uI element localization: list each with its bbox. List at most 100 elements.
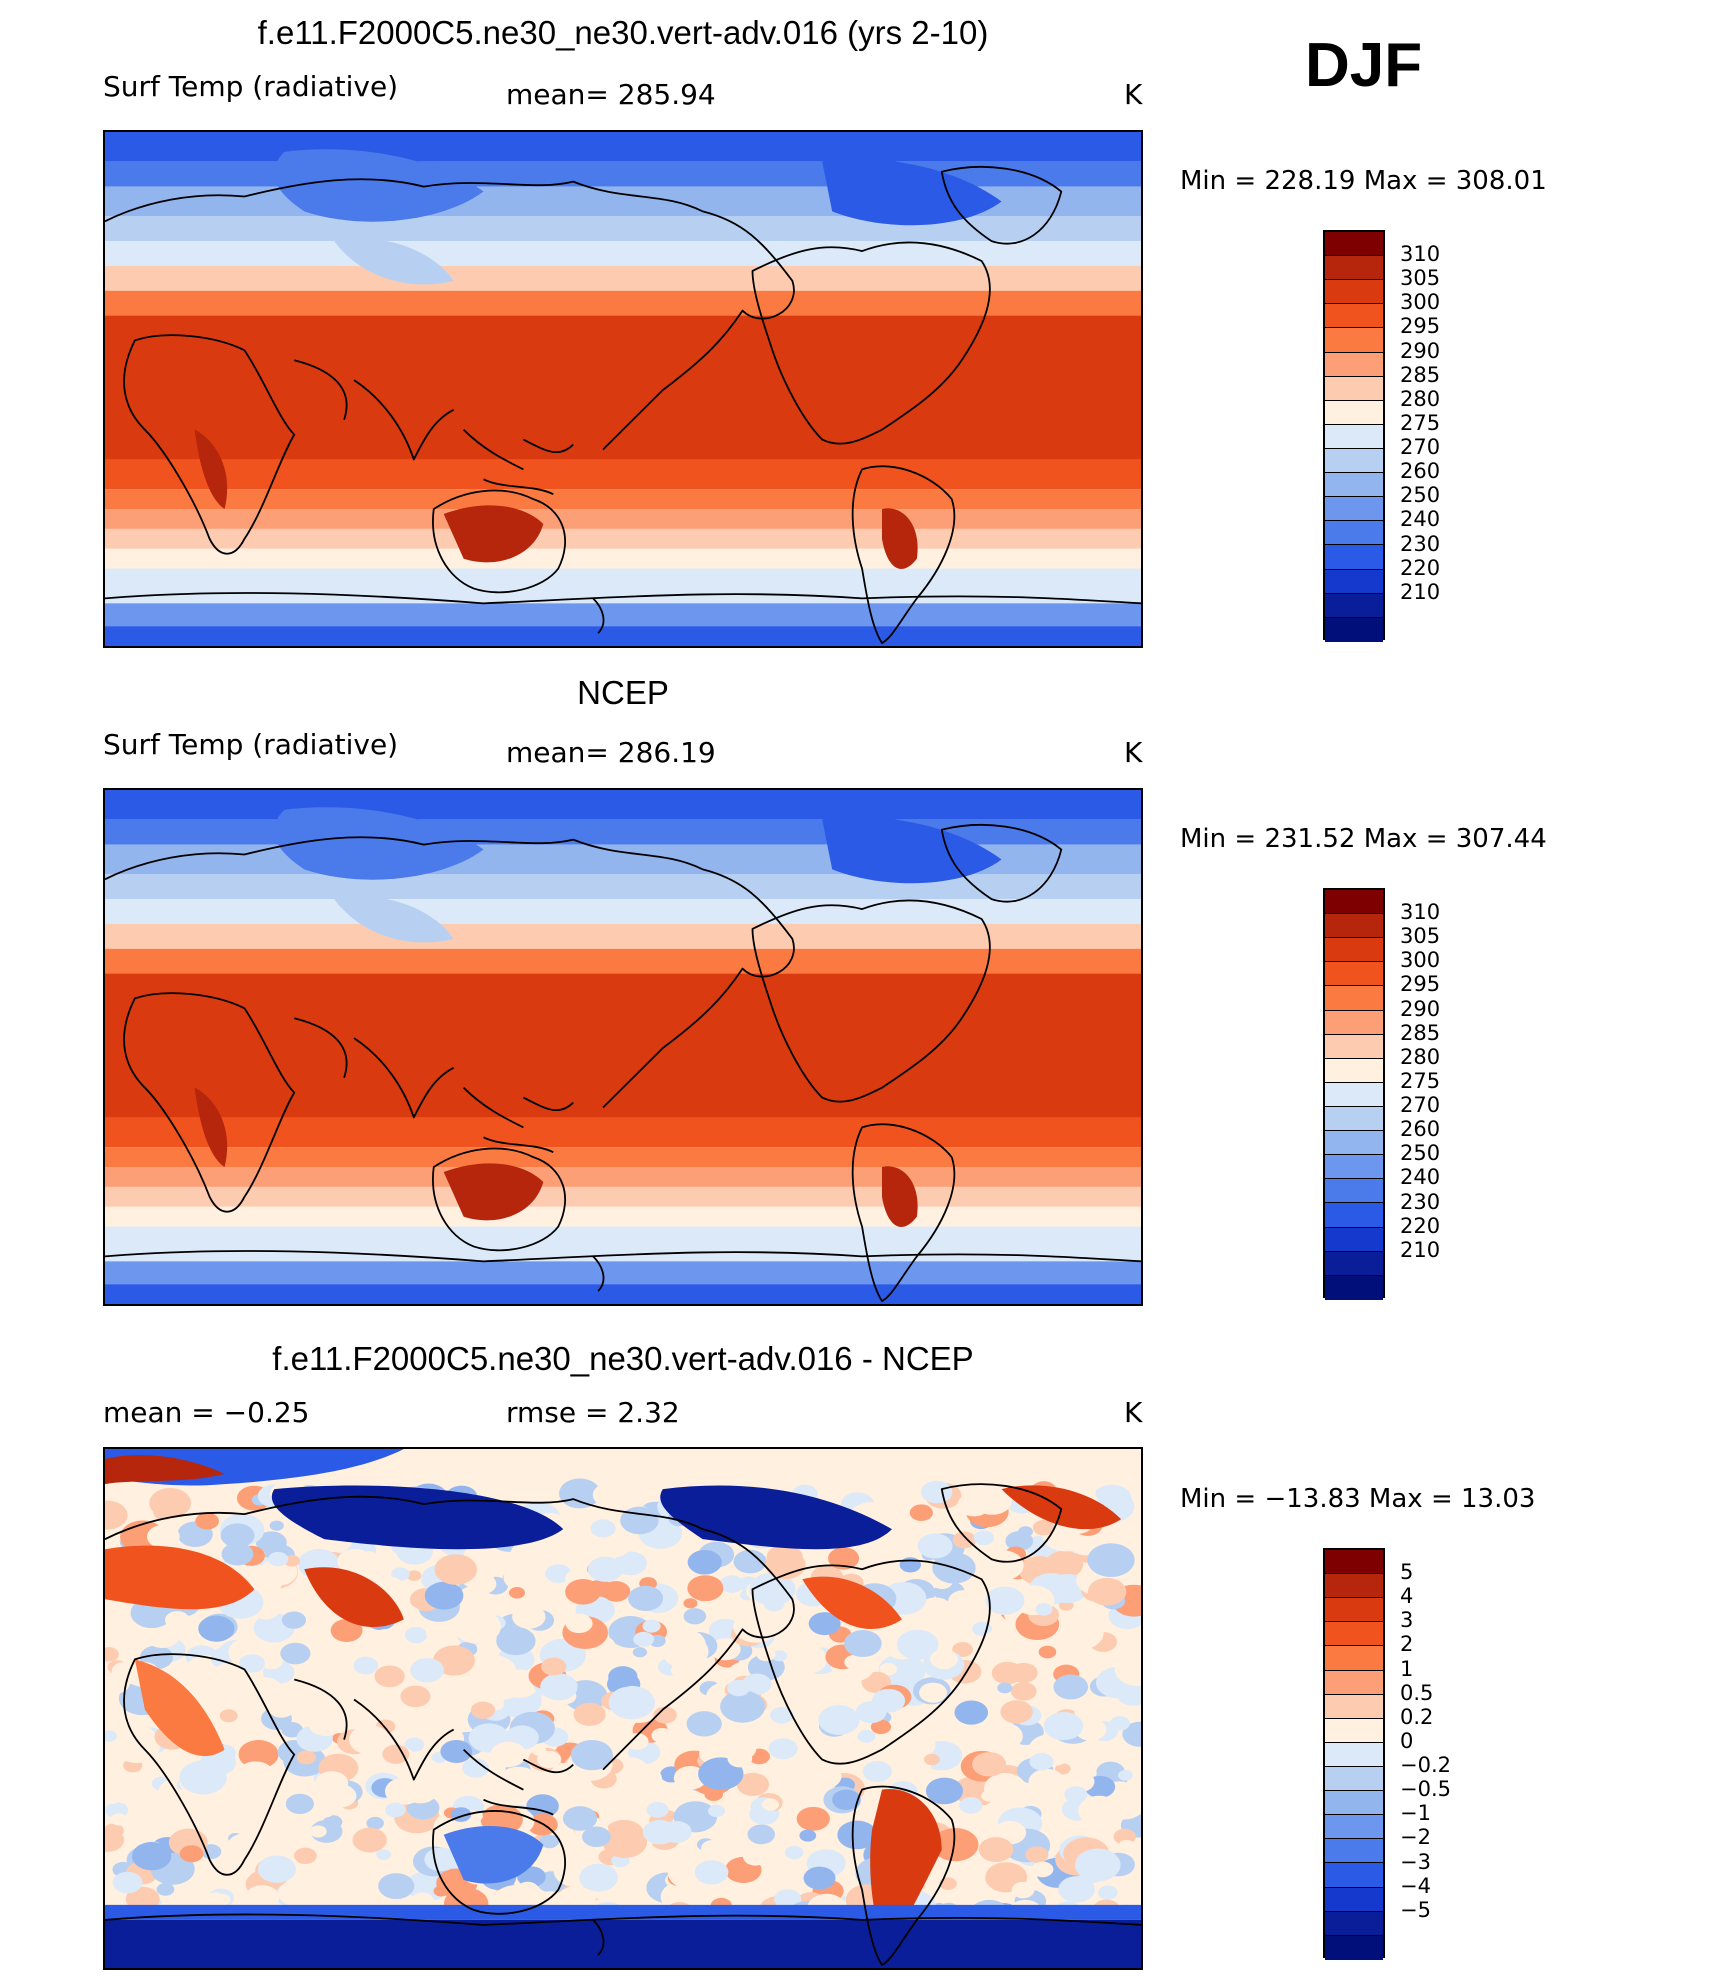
contour-blob (686, 1711, 722, 1737)
contour-blob (1053, 1674, 1089, 1700)
contour-blob (592, 1482, 627, 1508)
map-diff-svg (105, 1449, 1141, 1968)
contour-blob (1031, 1861, 1054, 1878)
colorbar-label: 5 (1400, 1560, 1414, 1585)
contour-blob (917, 1533, 953, 1559)
contour-band (105, 1904, 1141, 1920)
contour-blob (105, 1823, 124, 1838)
contour-blob (855, 1701, 887, 1724)
contour-blob (663, 1628, 706, 1660)
colorbar-swatch (1325, 473, 1383, 498)
contour-blob (105, 1786, 124, 1805)
contour-blob (313, 1852, 356, 1884)
panel-mean-label-model: mean= 285.94 (506, 78, 716, 111)
contour-blob (111, 1662, 137, 1680)
contour-blob (981, 1790, 998, 1802)
contour-blob (410, 1658, 445, 1683)
contour-blob (378, 1873, 415, 1900)
colorbar-swatch (1325, 1275, 1383, 1300)
contour-blob (743, 1847, 768, 1866)
contour-blob (898, 1753, 932, 1778)
contour-blob (146, 1524, 180, 1549)
contour-blob (315, 1771, 349, 1795)
contour-blob (774, 1889, 802, 1909)
contour-band (105, 1261, 1141, 1285)
contour-blob (177, 1806, 206, 1827)
contour-blob (179, 1760, 227, 1795)
contour-blob (540, 1673, 578, 1701)
contour-blob (727, 1679, 751, 1697)
colorbar-label: 0.5 (1400, 1680, 1434, 1705)
contour-blob (353, 1656, 379, 1675)
colorbar-swatch (1325, 1839, 1383, 1864)
contour-blob (1118, 1839, 1136, 1852)
contour-blob (400, 1685, 431, 1708)
colorbar-label: 220 (1400, 555, 1441, 580)
contour-blob (214, 1893, 231, 1906)
contour-blob (692, 1887, 709, 1899)
contour-blob (1079, 1649, 1095, 1661)
contour-band (105, 1226, 1141, 1262)
contour-blob (978, 1837, 1014, 1863)
colorbar-swatch (1325, 1791, 1383, 1816)
contour-blob (720, 1690, 766, 1723)
contour-blob (1035, 1603, 1053, 1616)
colorbar-swatch (1325, 617, 1383, 642)
contour-blob (924, 1753, 940, 1766)
contour-blob (661, 1820, 692, 1843)
colorbar-swatch (1325, 986, 1383, 1011)
colorbar-swatch (1325, 400, 1383, 425)
contour-blob (1114, 1652, 1141, 1687)
contour-blob (1009, 1662, 1038, 1683)
contour-blob (1033, 1659, 1059, 1678)
contour-blob (510, 1540, 547, 1567)
panel-title-obs: NCEP (577, 674, 669, 711)
colorbar-swatch (1325, 1082, 1383, 1107)
contour-blob (434, 1554, 477, 1585)
contour-blob (763, 1596, 785, 1612)
colorbar-swatch (1325, 1766, 1383, 1792)
contour-blob (544, 1855, 568, 1872)
colorbar-label: 260 (1400, 459, 1441, 484)
contour-blob (411, 1892, 434, 1909)
contour-blob (784, 1845, 804, 1860)
contour-band (105, 1167, 1141, 1187)
contour-band (105, 489, 1141, 510)
contour-blob (719, 1575, 744, 1593)
contour-band (105, 548, 1141, 569)
contour-blob (646, 1801, 669, 1818)
colorbar-label: 0 (1400, 1728, 1414, 1753)
contour-blob (985, 1586, 1025, 1615)
contour-blob (236, 1761, 275, 1789)
contour-blob (541, 1657, 567, 1676)
contour-blob (870, 1719, 892, 1735)
contour-blob (959, 1797, 983, 1814)
contour-blob (219, 1709, 238, 1723)
contour-band (105, 874, 1141, 900)
colorbar-label: −1 (1400, 1801, 1431, 1826)
colorbar-label: 220 (1400, 1213, 1441, 1238)
colorbar-swatch (1325, 424, 1383, 449)
colorbar-label: 305 (1400, 924, 1441, 949)
contour-blob (1087, 1577, 1127, 1606)
colorbar-swatch (1325, 1106, 1383, 1132)
colorbar-label: −0.5 (1400, 1777, 1451, 1802)
contour-blob (1074, 1698, 1108, 1723)
contour-band (105, 1284, 1141, 1304)
contour-blob (628, 1585, 664, 1611)
contour-blob (727, 1749, 753, 1768)
colorbar-swatch (1325, 593, 1383, 618)
contour-blob (522, 1586, 550, 1606)
contour-band (105, 1117, 1141, 1148)
contour-blob (1028, 1768, 1065, 1796)
contour-blob (1000, 1700, 1033, 1724)
map-panel-diff (103, 1447, 1143, 1970)
contour-blob (440, 1740, 473, 1763)
contour-blob (920, 1480, 953, 1504)
colorbar-swatch (1325, 962, 1383, 987)
contour-blob (343, 1694, 374, 1716)
map-obs-svg (105, 790, 1141, 1304)
contour-blob (786, 1644, 828, 1674)
colorbar-swatch (1325, 1863, 1383, 1888)
contour-blob (425, 1625, 446, 1640)
